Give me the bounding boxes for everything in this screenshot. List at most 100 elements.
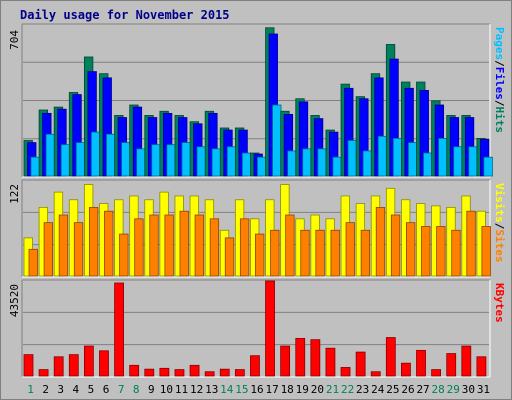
- bar-sites-day-12: [194, 214, 204, 277]
- bar-kbytes-day-3: [53, 356, 64, 377]
- x-tick-label-day-2: 2: [42, 383, 49, 396]
- x-tick-label-day-25: 25: [386, 383, 399, 396]
- legend-separator: /: [493, 223, 506, 230]
- bar-pages-day-25: [392, 138, 403, 177]
- bar-sites-day-25: [390, 214, 401, 277]
- x-tick-label-day-14: 14: [220, 383, 234, 396]
- bar-sites-day-21: [330, 229, 340, 277]
- bar-sites-day-28: [436, 226, 446, 277]
- bar-pages-day-1: [30, 156, 40, 177]
- bar-pages-day-28: [438, 138, 448, 177]
- chart-title: Daily usage for November 2015: [20, 8, 230, 22]
- bar-pages-day-3: [60, 144, 71, 177]
- x-tick-label-day-16: 16: [250, 383, 263, 396]
- legend-visits: Visits/Sites: [493, 183, 506, 263]
- legend-sites: Sites: [493, 229, 506, 262]
- x-tick-label-day-10: 10: [160, 383, 173, 396]
- bar-pages-day-19: [302, 148, 312, 177]
- bar-pages-day-29: [453, 146, 463, 177]
- bar-kbytes-day-18: [280, 345, 291, 377]
- x-tick-label-day-31: 31: [477, 383, 490, 396]
- bar-kbytes-day-15: [234, 369, 245, 377]
- legend-separator: /: [493, 60, 506, 67]
- x-tick-label-day-17: 17: [265, 383, 278, 396]
- bar-sites-day-3: [58, 214, 69, 277]
- x-tick-label-day-30: 30: [462, 383, 475, 396]
- x-tick-label-day-9: 9: [148, 383, 155, 396]
- bar-pages-day-8: [136, 148, 146, 177]
- bar-kbytes-day-21: [325, 347, 336, 377]
- x-tick-label-day-22: 22: [341, 383, 354, 396]
- y-max-label-visits: 122: [8, 184, 21, 204]
- bar-kbytes-day-28: [431, 369, 442, 377]
- bar-pages-day-6: [106, 133, 116, 177]
- bar-pages-day-5: [90, 131, 101, 177]
- bar-pages-day-24: [377, 135, 388, 177]
- x-tick-label-day-1: 1: [27, 383, 34, 396]
- bar-kbytes-day-23: [355, 351, 366, 377]
- bar-kbytes-day-30: [461, 345, 472, 377]
- legend-pages: Pages: [493, 27, 506, 60]
- bar-sites-day-31: [481, 226, 491, 277]
- x-tick-label-day-26: 26: [401, 383, 414, 396]
- bar-pages-day-14: [226, 146, 237, 177]
- bar-pages-day-31: [483, 156, 493, 177]
- x-tick-label-day-23: 23: [356, 383, 369, 396]
- bar-sites-day-19: [300, 229, 310, 277]
- x-tick-label-day-29: 29: [447, 383, 460, 396]
- x-tick-label-day-3: 3: [57, 383, 64, 396]
- bar-kbytes-day-27: [416, 349, 426, 377]
- bar-pages-day-30: [468, 146, 478, 177]
- bar-pages-day-4: [75, 142, 86, 177]
- bar-sites-day-11: [179, 210, 189, 277]
- bar-sites-day-6: [104, 210, 114, 277]
- bar-kbytes-day-17: [265, 280, 275, 377]
- bar-kbytes-day-12: [189, 364, 200, 377]
- bar-pages-day-15: [241, 152, 252, 177]
- legend-hits: Pages/Files/Hits: [493, 27, 506, 133]
- x-tick-label-day-19: 19: [296, 383, 309, 396]
- bar-sites-day-10: [164, 214, 174, 277]
- bar-kbytes-day-1: [23, 354, 34, 377]
- bar-kbytes-day-31: [476, 356, 487, 377]
- bar-sites-day-2: [43, 222, 53, 277]
- bar-kbytes-day-25: [385, 337, 396, 377]
- x-tick-label-day-21: 21: [326, 383, 339, 396]
- bar-kbytes-day-19: [295, 337, 306, 377]
- bar-sites-day-24: [375, 206, 386, 277]
- x-tick-label-day-15: 15: [235, 383, 248, 396]
- bar-kbytes-day-22: [340, 367, 351, 377]
- bar-kbytes-day-29: [446, 353, 457, 377]
- bar-sites-day-9: [149, 214, 159, 277]
- x-tick-label-day-27: 27: [416, 383, 429, 396]
- bar-pages-day-23: [362, 150, 373, 177]
- x-tick-label-day-13: 13: [205, 383, 218, 396]
- bar-pages-day-18: [287, 150, 297, 177]
- bar-kbytes-day-10: [159, 367, 170, 377]
- bar-kbytes-day-2: [38, 369, 49, 377]
- bar-kbytes-day-7: [114, 282, 124, 377]
- bar-sites-day-22: [345, 222, 355, 277]
- x-tick-label-day-11: 11: [175, 383, 188, 396]
- bar-pages-day-7: [121, 142, 131, 177]
- bar-sites-day-13: [209, 218, 220, 277]
- x-tick-label-day-5: 5: [88, 383, 95, 396]
- legend-kbytes: KBytes: [493, 283, 506, 323]
- bar-sites-day-4: [73, 222, 84, 277]
- bar-sites-day-7: [119, 233, 129, 277]
- bar-kbytes-day-26: [401, 362, 411, 377]
- bar-pages-day-12: [196, 146, 206, 177]
- bar-sites-day-30: [466, 210, 476, 277]
- bar-sites-day-27: [421, 226, 431, 277]
- bar-sites-day-23: [360, 229, 371, 277]
- x-tick-label-day-28: 28: [432, 383, 445, 396]
- bar-sites-day-8: [134, 218, 144, 277]
- bar-sites-day-5: [88, 206, 99, 277]
- bar-pages-day-16: [257, 156, 267, 177]
- x-tick-label-day-7: 7: [118, 383, 125, 396]
- bar-sites-day-29: [451, 229, 461, 277]
- bar-sites-day-18: [285, 214, 295, 277]
- x-tick-label-day-6: 6: [103, 383, 110, 396]
- bar-pages-day-27: [423, 152, 433, 177]
